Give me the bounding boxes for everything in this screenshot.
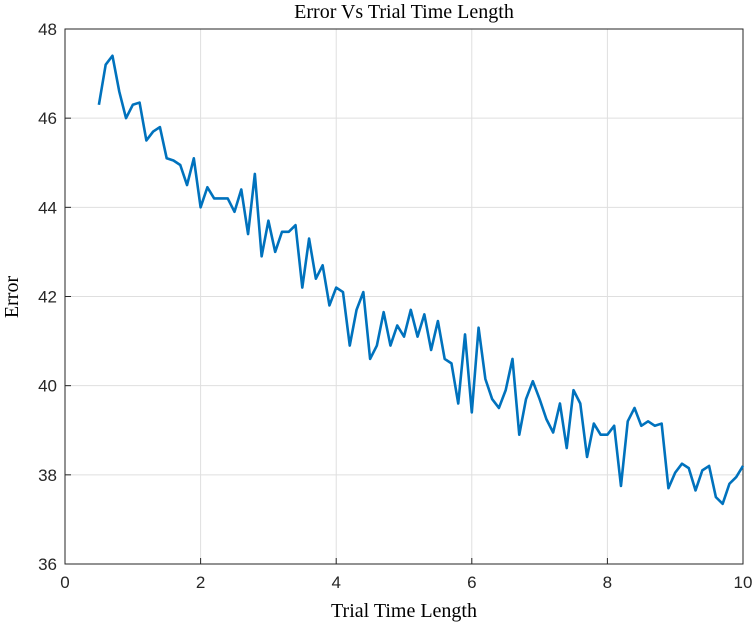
x-tick-label: 0 bbox=[60, 573, 69, 592]
x-tick-label: 2 bbox=[196, 573, 205, 592]
chart-title: Error Vs Trial Time Length bbox=[294, 1, 514, 23]
y-tick-label: 38 bbox=[38, 466, 57, 485]
x-tick-label: 8 bbox=[603, 573, 612, 592]
y-axis-label: Error bbox=[1, 276, 23, 319]
y-tick-label: 42 bbox=[38, 288, 57, 307]
y-tick-label: 36 bbox=[38, 555, 57, 574]
y-tick-label: 48 bbox=[38, 20, 57, 39]
x-axis-label: Trial Time Length bbox=[331, 600, 477, 622]
y-tick-label: 40 bbox=[38, 377, 57, 396]
y-tick-label: 44 bbox=[38, 198, 57, 217]
x-tick-label: 10 bbox=[734, 573, 753, 592]
data-line bbox=[97, 54, 745, 506]
x-tick-label: 6 bbox=[467, 573, 476, 592]
y-tick-label: 46 bbox=[38, 109, 57, 128]
plot-frame bbox=[64, 28, 744, 565]
x-tick-label: 4 bbox=[331, 573, 340, 592]
